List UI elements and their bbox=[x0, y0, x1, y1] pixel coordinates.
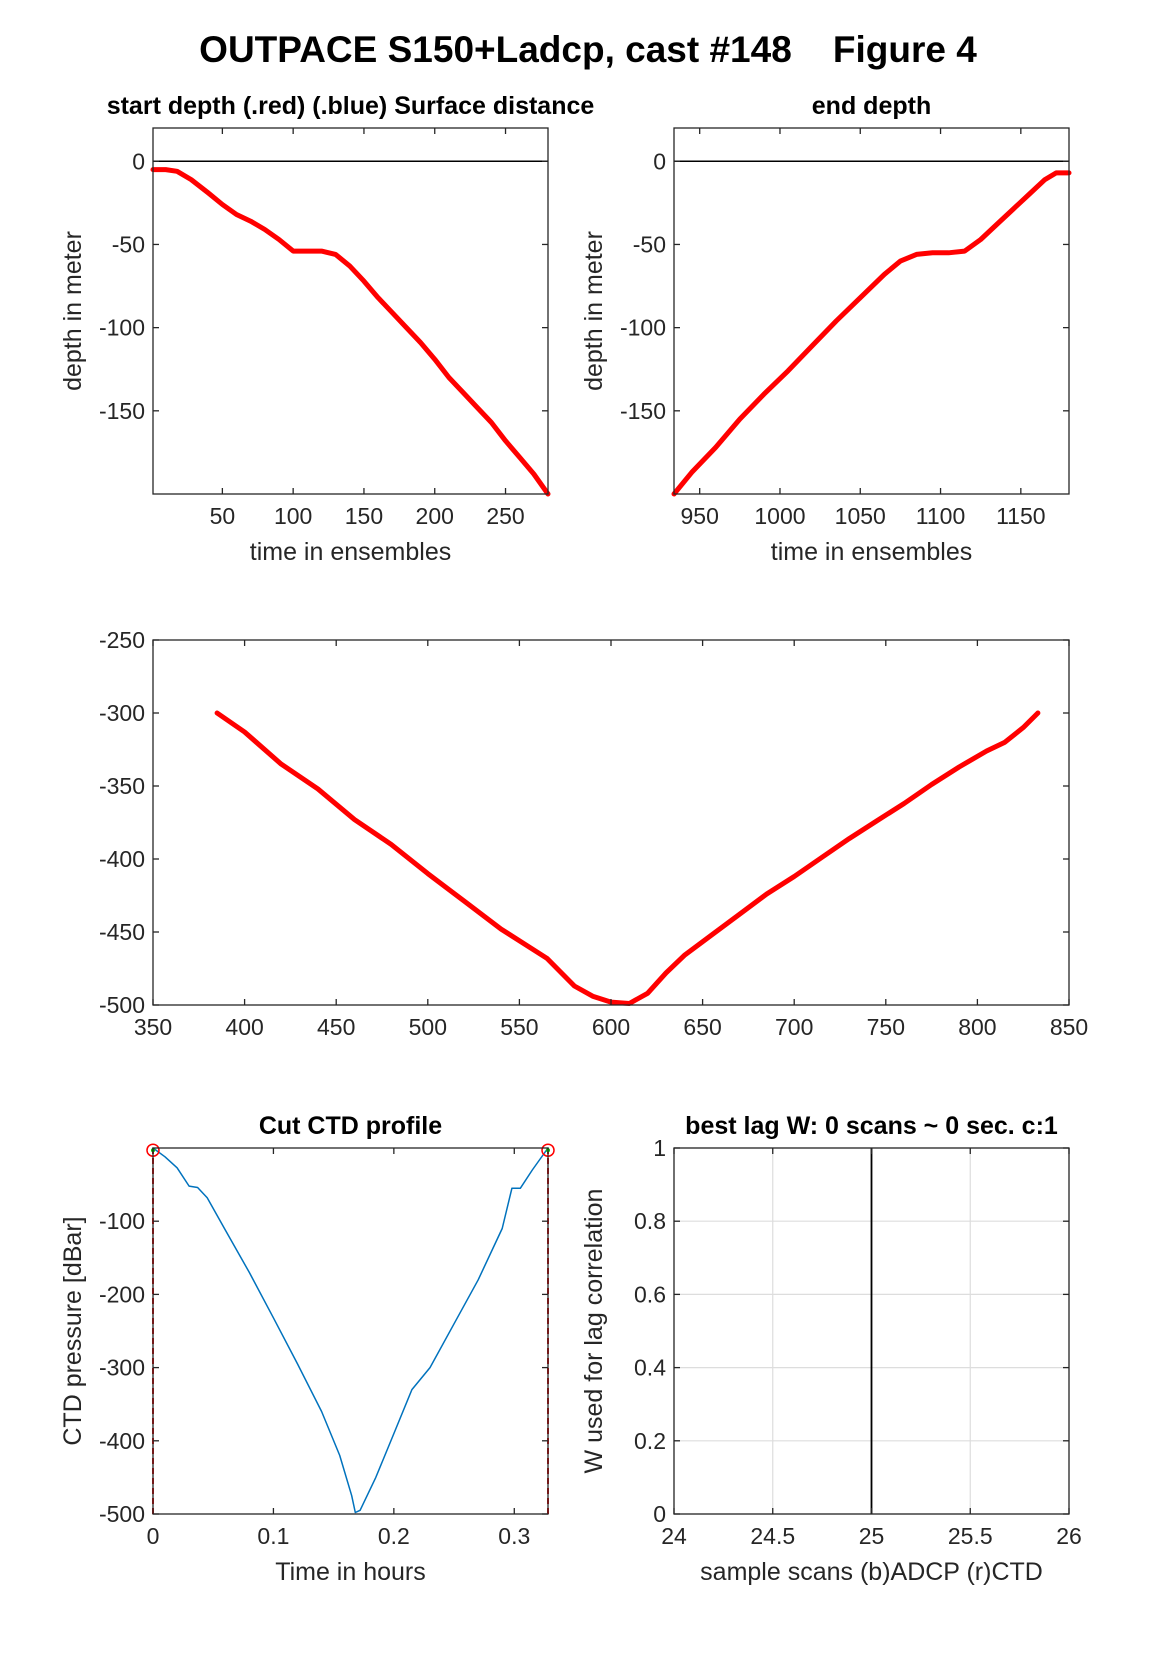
chart-p2-xtick-label-0: 950 bbox=[681, 503, 719, 529]
chart-p1-ytick-label-0: 0 bbox=[132, 148, 145, 174]
chart-p3-xtick-label-10: 850 bbox=[1050, 1014, 1088, 1040]
chart-p2-ylabel: depth in meter bbox=[580, 231, 608, 391]
chart-p3-xtick-label-5: 600 bbox=[592, 1014, 630, 1040]
chart-p5-xlabel: sample scans (b)ADCP (r)CTD bbox=[700, 1558, 1043, 1586]
chart-p5-ytick-label-1: 0.2 bbox=[634, 1428, 666, 1454]
chart-p2-axes-box bbox=[673, 127, 1070, 495]
chart-p5-xtick-label-3: 25.5 bbox=[948, 1523, 993, 1549]
chart-p1-series-0 bbox=[150, 167, 551, 497]
chart-p4-xtick-label-2: 0.2 bbox=[378, 1523, 410, 1549]
chart-p3-series-0 bbox=[214, 710, 1041, 1006]
chart-p4-title: Cut CTD profile bbox=[259, 1112, 442, 1140]
figure-title: OUTPACE S150+Ladcp, cast #148 Figure 4 bbox=[199, 29, 977, 70]
chart-p4-ytick-label-2: -300 bbox=[99, 1355, 145, 1381]
chart-p3-xtick-label-0: 350 bbox=[134, 1014, 172, 1040]
chart-p1-title: start depth (.red) (.blue) Surface dista… bbox=[107, 92, 595, 120]
chart-p3-xtick-label-6: 650 bbox=[683, 1014, 721, 1040]
chart-p5-ytick-label-3: 0.6 bbox=[634, 1281, 666, 1307]
chart-p3-xtick-label-2: 450 bbox=[317, 1014, 355, 1040]
chart-p5-xtick-label-2: 25 bbox=[859, 1523, 885, 1549]
chart-p1-xtick-label-4: 250 bbox=[486, 503, 524, 529]
chart-p3: 350 400 450 500 550 600 650 700 750 800 850 -250 -30… bbox=[99, 627, 1088, 1040]
chart-p2-ytick-label-1: -50 bbox=[633, 231, 666, 257]
chart-p2-ytick-label-0: 0 bbox=[653, 148, 666, 174]
chart-p1-xtick-label-1: 100 bbox=[274, 503, 312, 529]
chart-p3-xtick-label-9: 800 bbox=[958, 1014, 996, 1040]
chart-p4-axes-box bbox=[152, 1147, 549, 1515]
chart-p3-ytick-label-0: -250 bbox=[99, 627, 145, 653]
chart-p5-ylabel: W used for lag correlation bbox=[580, 1189, 608, 1474]
chart-p1-xtick-label-3: 200 bbox=[416, 503, 454, 529]
chart-p4-xtick-label-0: 0 bbox=[147, 1523, 160, 1549]
chart-p4-xtick-label-3: 0.3 bbox=[498, 1523, 530, 1549]
chart-p3-ytick-label-5: -500 bbox=[99, 992, 145, 1018]
chart-p5-xtick-label-1: 24.5 bbox=[750, 1523, 795, 1549]
chart-p2-xtick-label-2: 1050 bbox=[835, 503, 886, 529]
chart-p5-ytick-label-2: 0.4 bbox=[634, 1355, 666, 1381]
chart-p5-ytick-label-0: 0 bbox=[653, 1501, 666, 1527]
chart-p4-ytick-label-3: -400 bbox=[99, 1428, 145, 1454]
chart-p5-title: best lag W: 0 scans ~ 0 sec. c:1 bbox=[685, 1112, 1058, 1140]
chart-p4-ylabel: CTD pressure [dBar] bbox=[59, 1216, 87, 1445]
chart-p2-ytick-label-3: -150 bbox=[620, 398, 666, 424]
chart-p5-xtick-label-0: 24 bbox=[661, 1523, 687, 1549]
chart-p4-xlabel: Time in hours bbox=[275, 1558, 426, 1586]
chart-p3-xtick-label-1: 400 bbox=[225, 1014, 263, 1040]
chart-p4-xtick-label-1: 0.1 bbox=[257, 1523, 289, 1549]
chart-p2: 950 1000 1050 1100 1150 0 -50 -100 -150 end depth… bbox=[580, 92, 1072, 566]
chart-p3-xtick-label-4: 550 bbox=[500, 1014, 538, 1040]
chart-p1-ytick-label-2: -100 bbox=[99, 315, 145, 341]
chart-p2-ytick-label-2: -100 bbox=[620, 315, 666, 341]
chart-p3-xtick-label-3: 500 bbox=[409, 1014, 447, 1040]
chart-p3-ytick-label-3: -400 bbox=[99, 846, 145, 872]
chart-p1-xtick-label-0: 50 bbox=[210, 503, 236, 529]
chart-p1: 50 100 150 200 250 0 -50 -100 -150 start depth (.… bbox=[59, 92, 594, 566]
chart-p3-ytick-label-1: -300 bbox=[99, 700, 145, 726]
chart-p5-xtick-label-4: 26 bbox=[1056, 1523, 1082, 1549]
chart-p4-ytick-label-1: -200 bbox=[99, 1281, 145, 1307]
chart-p1-xlabel: time in ensembles bbox=[250, 538, 451, 566]
chart-p2-xtick-label-3: 1100 bbox=[916, 503, 965, 529]
chart-p5: 24 24.5 25 25.5 26 0 0.2 0.4 0.6 0.8 1 best lag W: … bbox=[580, 1112, 1082, 1586]
chart-p1-ytick-label-3: -150 bbox=[99, 398, 145, 424]
chart-p4-ytick-label-0: -100 bbox=[99, 1208, 145, 1234]
chart-p2-xlabel: time in ensembles bbox=[771, 538, 972, 566]
chart-p5-ytick-label-4: 0.8 bbox=[634, 1208, 666, 1234]
chart-p1-ytick-label-1: -50 bbox=[112, 231, 145, 257]
chart-p3-ytick-label-2: -350 bbox=[99, 773, 145, 799]
chart-p3-xtick-label-7: 700 bbox=[775, 1014, 813, 1040]
chart-p4-ytick-label-4: -500 bbox=[99, 1501, 145, 1527]
chart-p3-ytick-label-4: -450 bbox=[99, 919, 145, 945]
chart-p1-ylabel: depth in meter bbox=[59, 231, 87, 391]
chart-p2-title: end depth bbox=[812, 92, 931, 120]
chart-p5-ytick-label-5: 1 bbox=[653, 1135, 666, 1161]
chart-p3-xtick-label-8: 750 bbox=[867, 1014, 905, 1040]
chart-p4: 0 0.1 0.2 0.3 -100 -200 -300 -400 -500 Cut CTD pr… bbox=[59, 1112, 555, 1586]
chart-p2-series-0 bbox=[671, 170, 1072, 497]
chart-p1-xtick-label-2: 150 bbox=[345, 503, 383, 529]
chart-p2-xtick-label-4: 1150 bbox=[996, 503, 1045, 529]
chart-p4-series-0 bbox=[152, 1147, 549, 1514]
chart-p2-xtick-label-1: 1000 bbox=[754, 503, 805, 529]
chart-p1-axes-box bbox=[152, 127, 549, 495]
